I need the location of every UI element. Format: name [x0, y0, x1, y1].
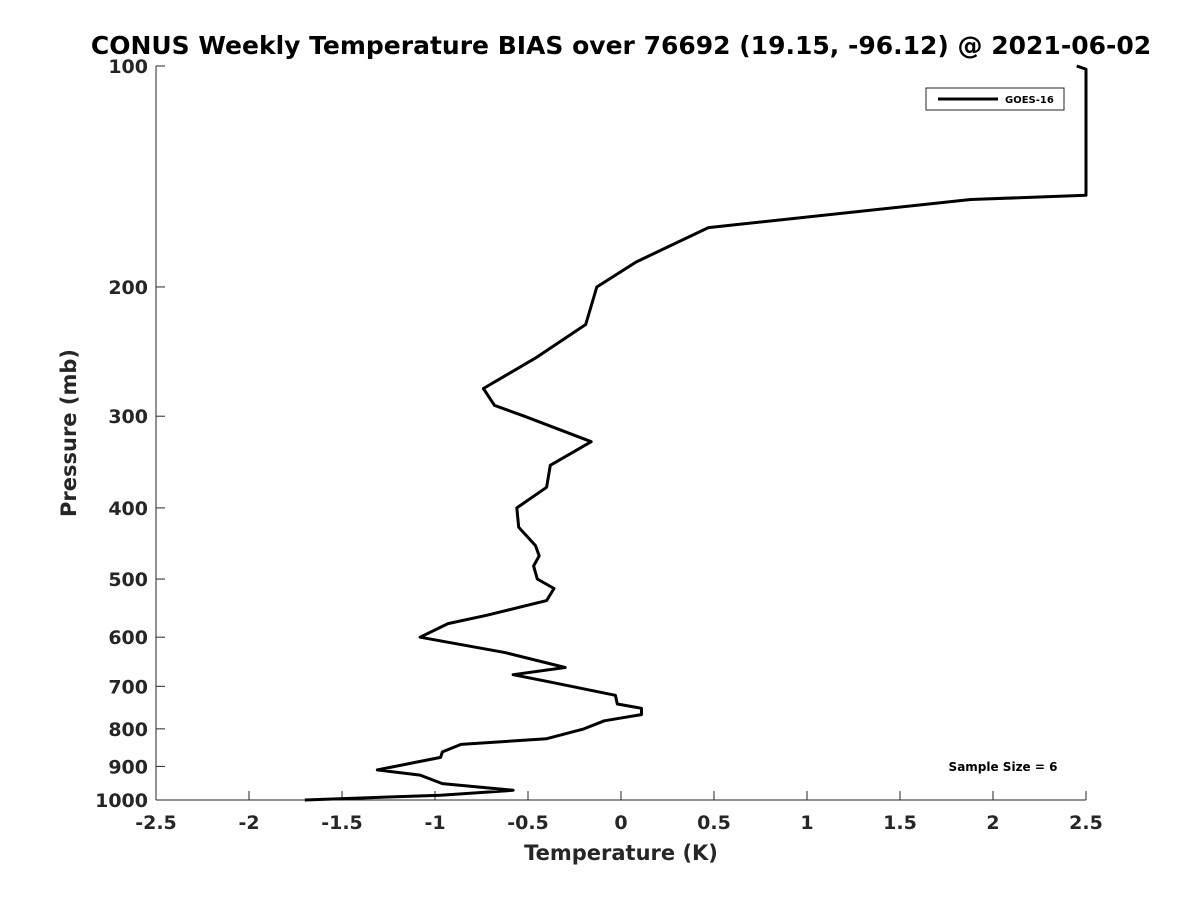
x-tick-label: 0.5: [697, 812, 731, 834]
x-tick-label: -2: [238, 812, 259, 834]
legend-label: GOES-16: [1005, 95, 1054, 106]
y-tick-label: 800: [108, 719, 148, 741]
series-group: [304, 64, 1088, 802]
x-tick-label: 2: [986, 812, 999, 834]
plot-area: [155, 66, 1086, 801]
sample-size-annotation: Sample Size = 6: [949, 760, 1058, 774]
y-tick-label: 200: [108, 277, 148, 299]
y-tick-label: 1000: [95, 790, 148, 812]
legend: GOES-16: [925, 87, 1065, 111]
y-tick-label: 300: [108, 406, 148, 428]
x-tick-label: 1.5: [883, 812, 917, 834]
x-tick-label: 0: [614, 812, 627, 834]
y-tick-label: 600: [108, 627, 148, 649]
y-axis-ticks: 100 200 300 400 500 600 700 800 900 1000: [95, 56, 165, 812]
x-tick-label: -1: [424, 812, 445, 834]
y-tick-label: 700: [108, 676, 148, 698]
y-tick-label: 400: [108, 498, 148, 520]
x-tick-label: -2.5: [135, 812, 177, 834]
x-tick-label: -0.5: [507, 812, 549, 834]
x-tick-label: 1: [800, 812, 813, 834]
y-tick-label: 100: [108, 56, 148, 78]
x-axis-ticks: -2.5 -2 -1.5 -1 -0.5 0 0.5 1 1.5 2 2.5: [135, 791, 1103, 834]
x-tick-label: -1.5: [321, 812, 363, 834]
y-axis-label: Pressure (mb): [57, 349, 81, 517]
x-tick-label: 2.5: [1069, 812, 1103, 834]
chart-title: CONUS Weekly Temperature BIAS over 76692…: [91, 31, 1151, 60]
series-line-goes-16: [304, 64, 1088, 802]
y-tick-label: 500: [108, 569, 148, 591]
y-tick-label: 900: [108, 756, 148, 778]
x-axis-label: Temperature (K): [524, 841, 718, 865]
